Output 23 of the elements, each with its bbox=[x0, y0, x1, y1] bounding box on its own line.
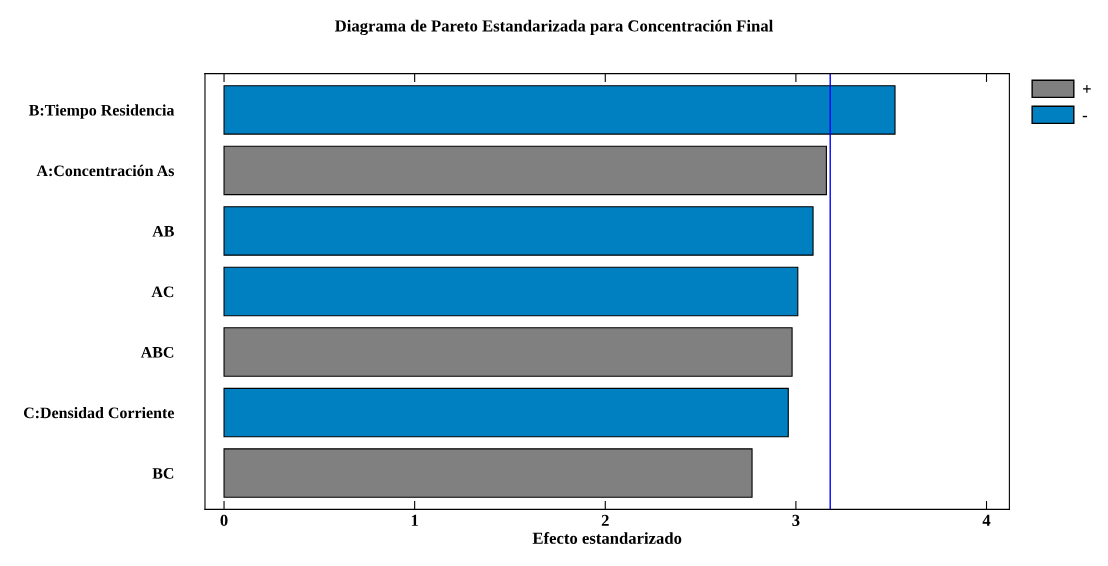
bar bbox=[223, 85, 896, 135]
bar bbox=[223, 387, 789, 438]
bar bbox=[223, 448, 753, 498]
x-tick-label: 2 bbox=[601, 514, 609, 526]
y-tick-label: B:Tiempo Residencia bbox=[29, 104, 175, 119]
y-tick-label: AB bbox=[152, 225, 174, 237]
y-tick-label: AC bbox=[151, 286, 174, 298]
y-tick-label: A:Concentración As bbox=[36, 164, 175, 177]
y-tick-label: ABC bbox=[140, 346, 174, 358]
y-tick-label: C:Densidad Corriente bbox=[23, 407, 175, 419]
legend-label: - bbox=[1082, 115, 1088, 118]
bar bbox=[223, 206, 814, 256]
x-tick-label: 4 bbox=[982, 514, 991, 526]
bar bbox=[223, 145, 827, 196]
x-axis-title: Efecto estandarizado bbox=[532, 531, 682, 544]
x-tick-label: 0 bbox=[220, 514, 228, 526]
x-tick-label: 1 bbox=[411, 514, 418, 526]
bar bbox=[223, 327, 793, 377]
legend-label: + bbox=[1083, 85, 1091, 93]
bar bbox=[223, 266, 799, 317]
y-tick-label: BC bbox=[152, 468, 174, 479]
x-tick-label: 3 bbox=[792, 514, 800, 526]
chart-title: Diagrama de Pareto Estandarizada para Concentración Final bbox=[335, 19, 773, 36]
